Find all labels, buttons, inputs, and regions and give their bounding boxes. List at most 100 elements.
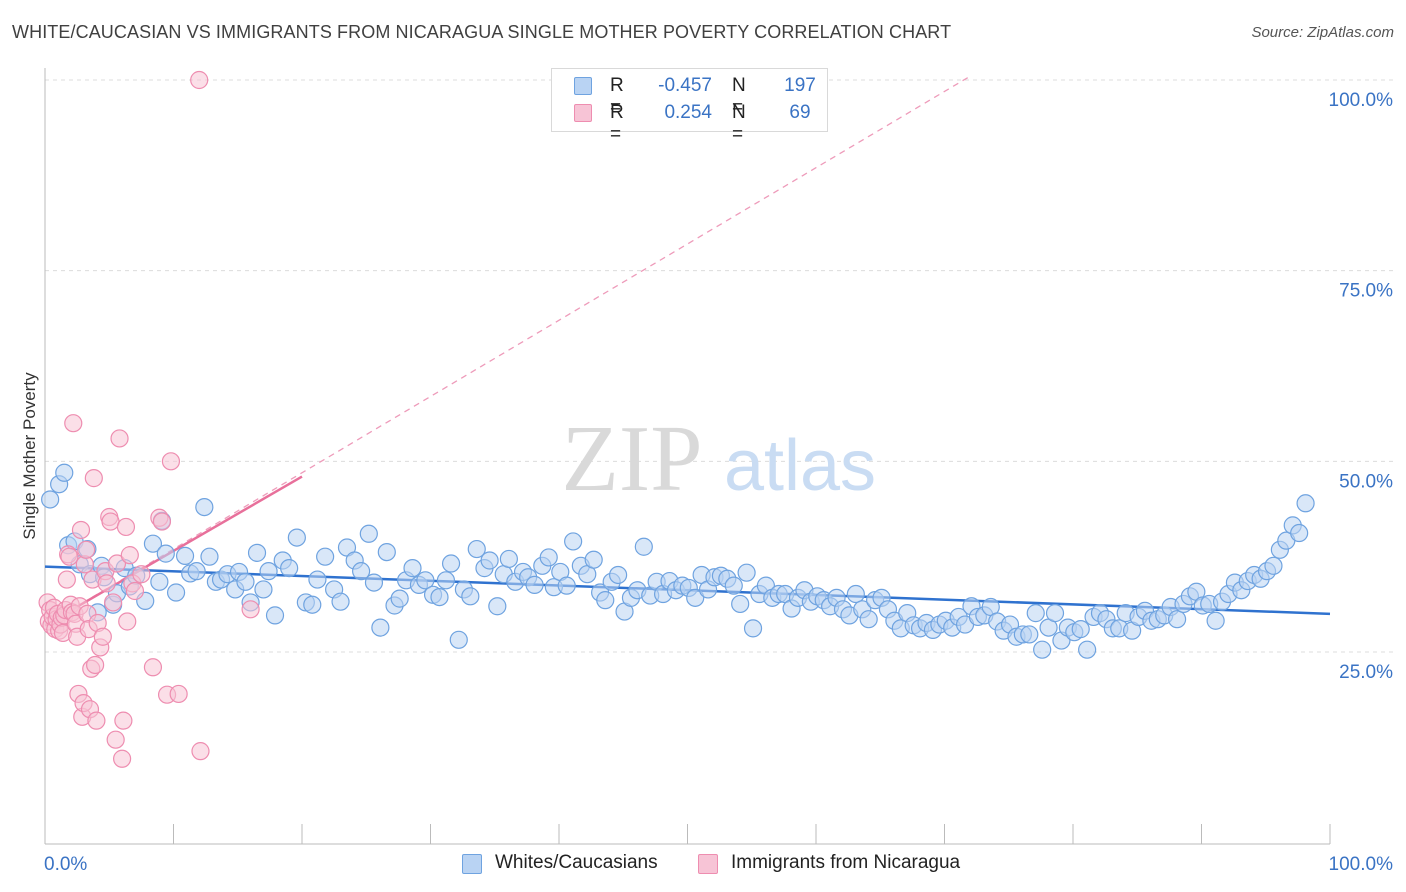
data-point (150, 572, 169, 591)
data-point (377, 542, 396, 562)
stats-legend: R = -0.457 N = 197 R = 0.254 N = 69 (551, 68, 828, 145)
axes (44, 68, 1331, 845)
tick-labels: 25.0% 50.0% 75.0% 100.0% 0.0% 100.0% (44, 90, 1393, 875)
data-point (1020, 625, 1039, 644)
data-point (596, 591, 615, 610)
data-point (539, 548, 558, 567)
data-point (107, 554, 127, 573)
data-point (190, 70, 209, 90)
data-point (846, 584, 865, 604)
data-point (106, 730, 125, 749)
data-point (686, 588, 705, 607)
data-points (38, 70, 1315, 768)
data-point (41, 490, 60, 509)
data-point (84, 469, 103, 488)
data-point (441, 554, 461, 573)
data-point (57, 570, 76, 589)
data-point (143, 534, 163, 553)
x-tick-label-min: 0.0% (44, 854, 87, 875)
data-point (390, 589, 409, 608)
data-point (331, 592, 350, 611)
data-point (166, 583, 186, 602)
data-point (247, 543, 267, 562)
legend-n-value: 69 (789, 102, 811, 123)
data-point (1264, 556, 1283, 575)
y-tick-label: 25.0% (1339, 662, 1393, 683)
y-tick-label: 50.0% (1339, 471, 1393, 492)
data-point (480, 551, 499, 570)
data-point (364, 573, 384, 592)
data-point (120, 546, 139, 565)
data-point (86, 655, 105, 675)
data-point (87, 711, 106, 730)
data-point (737, 563, 756, 582)
data-point (859, 610, 878, 629)
series-nicaragua (38, 70, 260, 768)
data-point (55, 463, 74, 482)
bottom-legend-swatch-nicaragua (698, 854, 718, 874)
data-point (1078, 640, 1097, 659)
data-point (143, 658, 163, 677)
data-point (104, 593, 123, 612)
bottom-legend-swatch-whites (462, 854, 482, 874)
data-point (731, 594, 750, 614)
data-point (97, 574, 116, 593)
data-point (287, 528, 306, 547)
data-point (110, 429, 129, 448)
data-point (316, 547, 335, 566)
data-point (265, 606, 285, 625)
chart-title: WHITE/CAUCASIAN VS IMMIGRANTS FROM NICAR… (12, 22, 952, 42)
data-point (1026, 604, 1045, 623)
trend-line-nicaragua-extended (44, 75, 971, 626)
data-point (359, 524, 378, 543)
data-point (169, 684, 188, 704)
data-point (112, 749, 132, 768)
data-point (118, 612, 137, 631)
data-point (743, 619, 763, 638)
data-point (352, 562, 371, 581)
data-point (280, 559, 299, 578)
data-point (1290, 523, 1309, 543)
data-point (436, 571, 456, 590)
y-tick-label: 75.0% (1339, 281, 1393, 302)
data-point (156, 544, 175, 563)
data-point (467, 539, 486, 559)
series-whites (41, 463, 1315, 659)
data-point (132, 565, 151, 584)
data-point (60, 547, 79, 566)
data-point (236, 572, 255, 591)
watermark: ZIP atlas (562, 407, 877, 511)
data-point (488, 597, 507, 616)
legend-r-value: 0.254 (664, 102, 712, 123)
data-point (191, 742, 210, 761)
data-point (449, 630, 468, 649)
data-point (525, 575, 544, 594)
data-point (175, 546, 195, 566)
data-point (564, 532, 583, 551)
data-point (259, 562, 278, 581)
data-point (114, 711, 133, 730)
data-point (1296, 494, 1315, 513)
legend-swatch-nicaragua (574, 104, 592, 122)
data-point (116, 517, 136, 537)
data-point (64, 414, 83, 433)
legend-r-value: -0.457 (658, 75, 712, 96)
data-point (1033, 640, 1052, 659)
bottom-legend-label-nicaragua: Immigrants from Nicaragua (731, 852, 961, 873)
data-point (609, 565, 628, 585)
data-point (499, 549, 518, 569)
data-point (152, 512, 172, 531)
trend-lines (44, 75, 1331, 627)
legend-swatch-whites (574, 77, 592, 95)
data-point (77, 540, 96, 559)
data-point (187, 562, 206, 581)
data-point (308, 570, 327, 589)
watermark-zip: ZIP (562, 407, 703, 511)
watermark-atlas: atlas (724, 426, 876, 506)
bottom-legend-label-whites: Whites/Caucasians (495, 852, 658, 873)
data-point (1071, 620, 1090, 639)
data-point (125, 581, 145, 601)
data-point (254, 580, 273, 599)
data-point (195, 497, 214, 517)
